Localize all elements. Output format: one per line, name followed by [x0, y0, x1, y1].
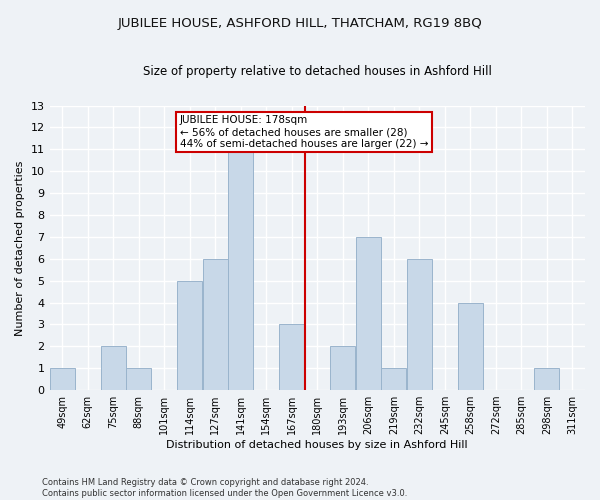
Bar: [203, 259, 227, 390]
Bar: [382, 368, 406, 390]
Bar: [280, 324, 304, 390]
Bar: [229, 150, 253, 390]
Bar: [356, 237, 380, 390]
Bar: [458, 302, 482, 390]
Title: Size of property relative to detached houses in Ashford Hill: Size of property relative to detached ho…: [143, 65, 492, 78]
Bar: [331, 346, 355, 390]
Bar: [50, 368, 74, 390]
X-axis label: Distribution of detached houses by size in Ashford Hill: Distribution of detached houses by size …: [166, 440, 468, 450]
Bar: [535, 368, 559, 390]
Bar: [407, 259, 431, 390]
Text: Contains HM Land Registry data © Crown copyright and database right 2024.
Contai: Contains HM Land Registry data © Crown c…: [42, 478, 407, 498]
Bar: [178, 280, 202, 390]
Text: JUBILEE HOUSE, ASHFORD HILL, THATCHAM, RG19 8BQ: JUBILEE HOUSE, ASHFORD HILL, THATCHAM, R…: [118, 18, 482, 30]
Bar: [127, 368, 151, 390]
Y-axis label: Number of detached properties: Number of detached properties: [15, 160, 25, 336]
Text: JUBILEE HOUSE: 178sqm
← 56% of detached houses are smaller (28)
44% of semi-deta: JUBILEE HOUSE: 178sqm ← 56% of detached …: [179, 116, 428, 148]
Bar: [101, 346, 125, 390]
